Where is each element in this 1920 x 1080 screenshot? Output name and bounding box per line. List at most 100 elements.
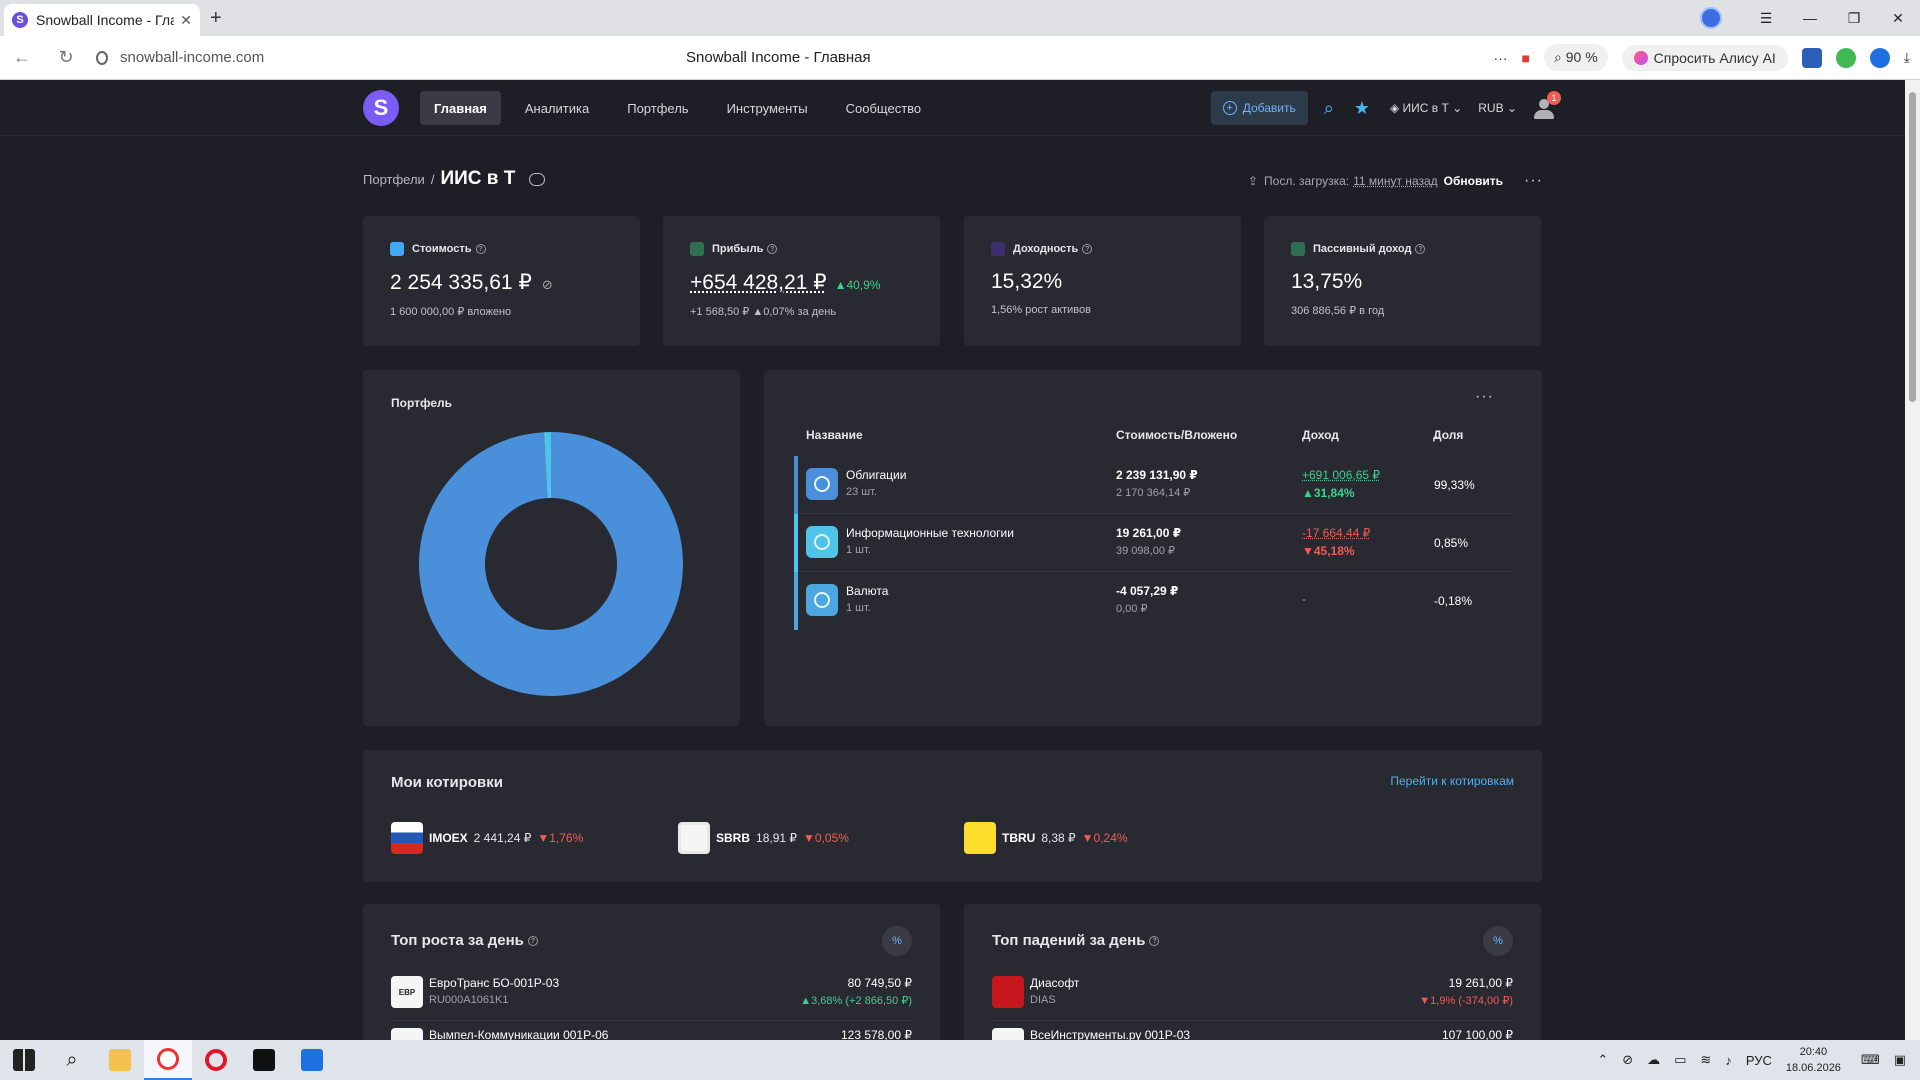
list-item[interactable]: ЕВР ЕвроТранс БО-001Р-03 RU000A1061K1 80… xyxy=(391,974,912,1020)
quote-item[interactable]: IMOEX 2 441,24 ₽ ▼1,76% xyxy=(391,822,583,854)
battery-icon[interactable]: ▭ xyxy=(1674,1052,1687,1067)
stat-value-row: 2 254 335,61 ₽ ⊘ xyxy=(390,270,613,295)
list-item[interactable]: Диасофт DIAS 19 261,00 ₽ ▼1,9% (-374,00 … xyxy=(992,974,1513,1020)
nav-item-portfolio[interactable]: Портфель xyxy=(627,100,689,116)
close-tab-icon[interactable]: ✕ xyxy=(180,11,192,28)
col-value[interactable]: Стоимость/Вложено xyxy=(1116,428,1238,442)
table-row[interactable]: Информационные технологии 1 шт. 19 261,0… xyxy=(794,514,1514,572)
back-icon[interactable]: ← xyxy=(13,47,31,67)
tradingview-taskbar-button[interactable] xyxy=(240,1040,288,1080)
breadcrumb-root[interactable]: Портфели xyxy=(363,171,425,187)
security-shield-icon[interactable] xyxy=(1869,47,1890,68)
reload-icon[interactable]: ↻ xyxy=(58,47,74,67)
bookmark-icon[interactable]: ■ xyxy=(1521,49,1531,66)
last-load-label: Посл. загрузка: xyxy=(1264,174,1350,188)
opera-icon xyxy=(205,1049,227,1071)
network-off-icon[interactable]: ⊘ xyxy=(1622,1052,1634,1067)
bonds-icon xyxy=(806,468,838,500)
menu-icon[interactable]: ☰ xyxy=(1759,9,1773,26)
list-item[interactable]: Вымпел-Коммуникации 001Р-06 123 578,00 ₽ xyxy=(391,1026,912,1040)
alice-button[interactable]: Спросить Алису AI xyxy=(1621,44,1788,71)
nav-item-tools[interactable]: Инструменты xyxy=(726,100,808,116)
keyboard-icon[interactable]: ⌨ xyxy=(1860,1052,1880,1067)
comment-icon[interactable] xyxy=(529,172,546,186)
currency-select[interactable]: RUB ⌄ xyxy=(1478,101,1517,115)
percent-toggle-button[interactable]: % xyxy=(1483,926,1513,956)
nav-item-analytics[interactable]: Аналитика xyxy=(524,100,590,116)
vseinstrumenty-logo xyxy=(992,1028,1024,1040)
scrollbar-thumb[interactable] xyxy=(1909,92,1916,402)
row-invested: 2 170 364,14 ₽ xyxy=(1116,487,1191,499)
more-icon[interactable]: ··· xyxy=(1493,49,1508,66)
zoom-value: 90 % xyxy=(1565,49,1598,65)
add-button[interactable]: + Добавить xyxy=(1210,91,1308,125)
more-options-icon[interactable]: ··· xyxy=(1524,172,1543,189)
table-row[interactable]: Облигации 23 шт. 2 239 131,90 ₽ 2 170 36… xyxy=(794,456,1514,514)
page-scrollbar[interactable] xyxy=(1905,80,1920,1040)
start-button[interactable] xyxy=(0,1040,48,1080)
new-tab-icon[interactable]: + xyxy=(210,6,222,29)
opera-taskbar-button[interactable] xyxy=(192,1040,240,1080)
extension-icon[interactable] xyxy=(1801,47,1822,68)
download-icon[interactable]: ⤓ xyxy=(1903,49,1910,65)
wifi-icon[interactable]: ≋ xyxy=(1700,1052,1712,1067)
last-load-info: ⇪ Посл. загрузка: 11 минут назад Обновит… xyxy=(1248,174,1503,188)
list-item[interactable]: ВсеИнструменты.ру 001Р-03 107 100,00 ₽ xyxy=(992,1026,1513,1040)
help-icon[interactable]: ? xyxy=(767,244,778,254)
stat-value-row: +654 428,21 ₽ ▲40,9% xyxy=(690,270,913,295)
quote-item[interactable]: SBRB 18,91 ₽ ▼0,05% xyxy=(678,822,849,854)
percent-toggle-button[interactable]: % xyxy=(882,926,912,956)
nav-item-home[interactable]: Главная xyxy=(420,91,501,125)
language-indicator[interactable]: РУС xyxy=(1745,1052,1772,1068)
url-field[interactable]: snowball-income.com xyxy=(96,49,264,66)
stat-card-value: Стоимость? 2 254 335,61 ₽ ⊘ 1 600 000,00 … xyxy=(363,216,640,346)
minimize-icon[interactable]: — xyxy=(1803,10,1817,26)
zoom-indicator[interactable]: ⌕ 90 % xyxy=(1544,44,1608,71)
quote-item[interactable]: TBRU 8,38 ₽ ▼0,24% xyxy=(964,822,1128,854)
tray-expand-icon[interactable]: ⌃ xyxy=(1597,1052,1609,1067)
site-info-icon[interactable] xyxy=(96,50,108,65)
help-icon[interactable]: ? xyxy=(1149,935,1160,946)
col-income[interactable]: Доход xyxy=(1302,428,1339,442)
top-gainers-title: Топ роста за день xyxy=(391,932,524,949)
yandex-browser-taskbar-button[interactable] xyxy=(144,1040,192,1080)
system-tray: ⌃ ⊘ ☁ ▭ ≋ ♪ РУС 20:40 18.06.2026 ⌨ ▣ xyxy=(1597,1040,1920,1080)
col-name[interactable]: Название xyxy=(806,428,863,442)
search-icon[interactable]: ⌕ xyxy=(1323,97,1334,118)
close-window-icon[interactable]: ✕ xyxy=(1892,9,1904,26)
row-accent xyxy=(794,456,798,514)
adblock-shield-icon[interactable] xyxy=(1835,47,1856,68)
portfolio-select[interactable]: ◈ ИИС в Т ⌄ xyxy=(1390,101,1462,115)
help-icon[interactable]: ? xyxy=(527,935,538,946)
table-row[interactable]: Валюта 1 шт. -4 057,29 ₽ 0,00 ₽ - -0,18% xyxy=(794,572,1514,630)
explorer-taskbar-button[interactable] xyxy=(96,1040,144,1080)
profile-icon[interactable] xyxy=(1700,7,1722,29)
diasoft-logo xyxy=(992,976,1024,1008)
nav-item-community[interactable]: Сообщество xyxy=(845,100,922,116)
refresh-button[interactable]: Обновить xyxy=(1443,174,1503,188)
plus-icon: + xyxy=(1222,101,1237,115)
table-more-icon[interactable]: ··· xyxy=(1475,388,1494,405)
star-icon[interactable]: ★ xyxy=(1353,97,1370,118)
notifications-icon[interactable]: ▣ xyxy=(1893,1052,1906,1067)
snowball-logo[interactable]: S xyxy=(363,90,399,126)
donut-slice-0[interactable] xyxy=(419,432,683,696)
search-taskbar-button[interactable]: ⌕ xyxy=(48,1040,96,1080)
help-icon[interactable]: ? xyxy=(1415,244,1426,254)
app-taskbar-button[interactable] xyxy=(288,1040,336,1080)
user-avatar[interactable]: 1 xyxy=(1533,91,1561,119)
breadcrumb: Портфели / ИИС в Т xyxy=(363,168,546,190)
portfolio-donut-chart[interactable] xyxy=(419,432,683,696)
help-icon[interactable]: ? xyxy=(1082,244,1093,254)
cloud-icon[interactable]: ☁ xyxy=(1647,1052,1661,1067)
clock[interactable]: 20:40 18.06.2026 xyxy=(1786,1044,1841,1076)
go-to-quotes-link[interactable]: Перейти к котировкам xyxy=(1390,774,1514,788)
stat-sub: 1,56% рост активов xyxy=(991,304,1091,316)
donut-slice-1[interactable] xyxy=(543,432,551,499)
restore-icon[interactable]: ❐ xyxy=(1847,9,1861,26)
hide-eye-icon[interactable]: ⊘ xyxy=(541,277,553,292)
browser-tab[interactable]: S Snowball Income - Глав ✕ xyxy=(4,4,200,36)
volume-icon[interactable]: ♪ xyxy=(1725,1052,1732,1068)
help-icon[interactable]: ? xyxy=(475,244,486,254)
passive-income-icon xyxy=(1291,242,1305,256)
